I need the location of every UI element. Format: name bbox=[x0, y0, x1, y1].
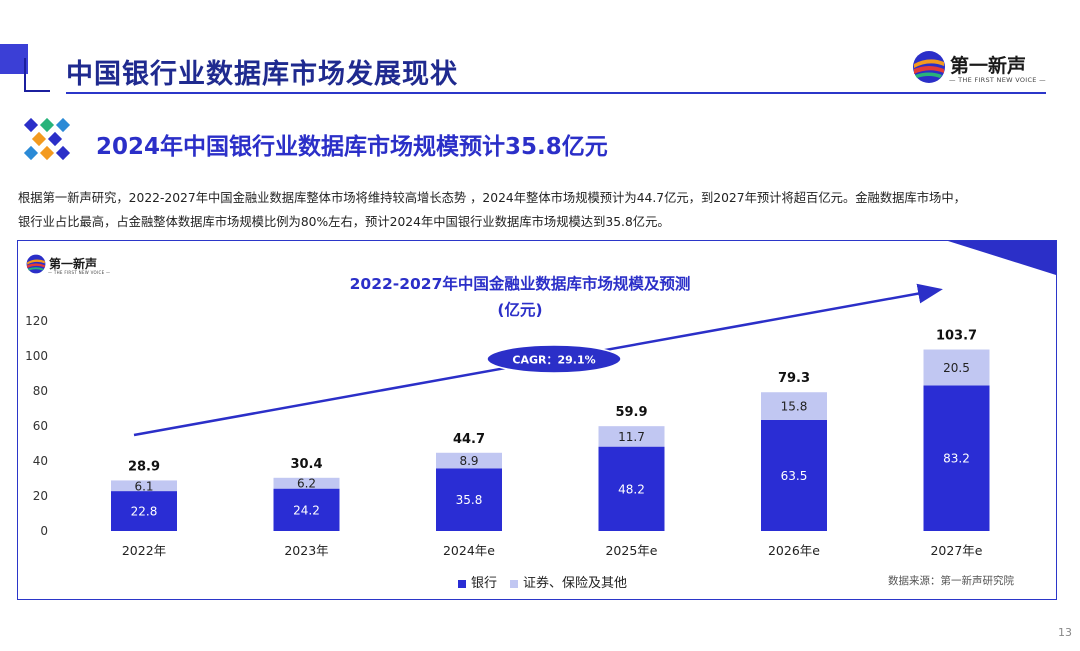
value-label-bank: 35.8 bbox=[456, 493, 483, 507]
value-label-other: 8.9 bbox=[459, 454, 478, 468]
x-tick-label: 2024年e bbox=[443, 543, 495, 558]
bar-bank bbox=[923, 385, 990, 531]
logo-tagline: — THE FIRST NEW VOICE — bbox=[949, 76, 1046, 84]
cagr-badge bbox=[486, 344, 622, 374]
y-tick-label: 100 bbox=[25, 349, 48, 363]
header-accent-square bbox=[0, 44, 28, 74]
header-divider bbox=[66, 92, 1046, 94]
value-label-bank: 63.5 bbox=[781, 469, 808, 483]
legend-label-other: 证券、保险及其他 bbox=[523, 576, 628, 591]
legend-swatch-bank bbox=[458, 579, 466, 588]
y-tick-label: 20 bbox=[33, 489, 48, 503]
total-label: 44.7 bbox=[453, 432, 485, 447]
summary-line-1: 根据第一新声研究，2022-2027年中国金融业数据库整体市场将维持较高增长态势… bbox=[18, 191, 966, 205]
cagr-label: CAGR：29.1% bbox=[512, 354, 595, 367]
bar-bank bbox=[273, 488, 340, 531]
value-label-other: 11.7 bbox=[618, 430, 645, 444]
panel-corner-decoration bbox=[948, 241, 1056, 275]
bar-other bbox=[761, 392, 827, 420]
bar-other bbox=[273, 477, 340, 489]
x-tick-label: 2027年e bbox=[930, 543, 982, 558]
total-label: 30.4 bbox=[290, 457, 322, 472]
x-tick-label: 2022年 bbox=[122, 543, 166, 558]
summary-line-2: 银行业占比最高，占金融整体数据库市场规模比例为80%左右，预计2024年中国银行… bbox=[18, 215, 670, 229]
total-label: 28.9 bbox=[128, 459, 160, 474]
legend-item-bank: 银行 bbox=[458, 572, 497, 591]
chart-logo: 第一新声 — THE FIRST NEW VOICE — bbox=[26, 254, 116, 276]
bar-other bbox=[436, 452, 502, 469]
brand-logo: 第一新声 — THE FIRST NEW VOICE — bbox=[912, 50, 1052, 86]
chart-logo-name: 第一新声 bbox=[49, 257, 98, 271]
y-tick-label: 120 bbox=[25, 314, 48, 328]
header-accent-bracket bbox=[24, 58, 50, 92]
diamond-pattern-icon bbox=[23, 118, 71, 161]
bar-bank bbox=[111, 491, 177, 531]
x-tick-label: 2023年 bbox=[284, 543, 328, 558]
bar-bank bbox=[761, 419, 827, 531]
bar-bank bbox=[436, 468, 502, 531]
chart-legend: 银行 证券、保险及其他 bbox=[458, 572, 718, 591]
x-tick-label: 2026年e bbox=[768, 543, 820, 558]
page-title: 中国银行业数据库市场发展现状 bbox=[66, 59, 458, 90]
y-tick-label: 40 bbox=[33, 454, 48, 468]
value-label-bank: 22.8 bbox=[131, 505, 158, 519]
section-title: 2024年中国银行业数据库市场规模预计35.8亿元 bbox=[96, 134, 608, 160]
chart-panel bbox=[17, 240, 1057, 600]
y-tick-label: 80 bbox=[33, 384, 48, 398]
bar-other bbox=[111, 480, 177, 492]
source-note: 数据来源：第一新声研究院 bbox=[888, 575, 1014, 587]
total-label: 79.3 bbox=[778, 371, 810, 386]
page-number: 13 bbox=[1058, 626, 1072, 639]
value-label-bank: 83.2 bbox=[943, 452, 970, 466]
bar-bank bbox=[598, 446, 665, 531]
total-label: 59.9 bbox=[615, 405, 647, 420]
chart-title-unit: (亿元) bbox=[497, 301, 543, 319]
chart-logo-tagline: — THE FIRST NEW VOICE — bbox=[48, 270, 111, 275]
legend-item-other: 证券、保险及其他 bbox=[510, 572, 627, 591]
value-label-bank: 48.2 bbox=[618, 482, 645, 496]
value-label-bank: 24.2 bbox=[293, 503, 320, 517]
bar-other bbox=[923, 349, 990, 386]
value-label-other: 20.5 bbox=[943, 361, 970, 375]
y-tick-label: 60 bbox=[33, 419, 48, 433]
x-tick-label: 2025年e bbox=[605, 543, 657, 558]
value-label-other: 15.8 bbox=[781, 400, 808, 414]
value-label-other: 6.1 bbox=[134, 479, 153, 493]
value-label-other: 6.2 bbox=[297, 477, 316, 491]
bar-other bbox=[598, 426, 665, 447]
legend-label-bank: 银行 bbox=[471, 576, 498, 591]
chart-title: 2022-2027年中国金融业数据库市场规模及预测 bbox=[349, 275, 691, 293]
logo-mark-icon bbox=[913, 51, 945, 83]
total-label: 103.7 bbox=[936, 329, 977, 344]
logo-name: 第一新声 bbox=[950, 55, 1027, 77]
logo-mark-icon bbox=[26, 254, 46, 274]
y-tick-label: 0 bbox=[40, 524, 48, 538]
legend-swatch-other bbox=[510, 579, 518, 588]
